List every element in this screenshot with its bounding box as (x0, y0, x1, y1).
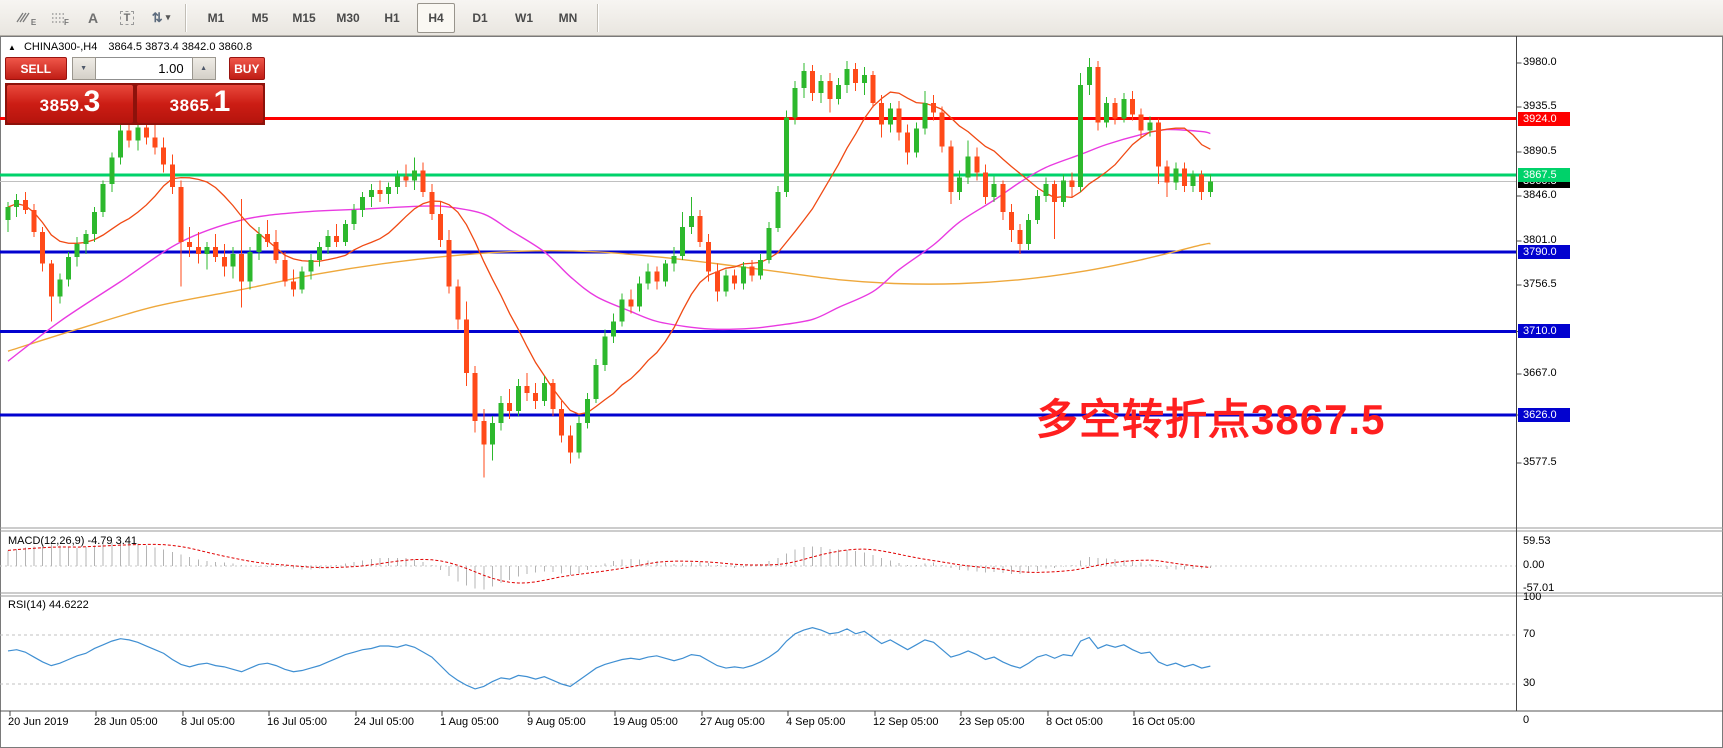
tf-mn-button[interactable]: MN (558, 10, 578, 25)
spin-down-icon: ▼ (80, 65, 88, 72)
time-label: 8 Oct 05:00 (1046, 716, 1103, 728)
time-label: 16 Oct 05:00 (1132, 716, 1195, 728)
symbol-name: CHINA300-,H4 (23, 41, 98, 53)
price-tick: 3846.0 (1523, 189, 1557, 202)
sort-arrows-icon: ⇅ (151, 9, 163, 25)
buy-price-dot: . (209, 98, 214, 115)
sell-price-dot: . (79, 98, 84, 115)
time-label: 4 Sep 05:00 (786, 716, 846, 728)
price-tick: 3756.5 (1523, 278, 1557, 291)
hatch-pattern-icon (16, 12, 30, 22)
sell-price-pip: 3 (83, 85, 101, 118)
tf-h4-button[interactable]: H4 (417, 2, 455, 33)
chart-window (0, 36, 1723, 748)
tf-w1-button[interactable]: W1 (515, 10, 533, 25)
sell-button[interactable]: SELL (5, 57, 67, 80)
volume-increase-button[interactable]: ▲ (191, 57, 216, 80)
price-tick: 3667.0 (1523, 367, 1557, 380)
price-line-label: 3924.0 (1518, 111, 1570, 126)
tf-h1-button[interactable]: H1 (384, 10, 400, 25)
spin-up-icon: ▲ (200, 65, 208, 72)
time-label: 23 Sep 05:00 (959, 716, 1025, 728)
price-lines (0, 117, 1517, 417)
one-click-trade-panel: SELL ▼ ▲ BUY 3859.3 3865.1 (5, 57, 265, 125)
collapse-icon[interactable]: ▲ (8, 43, 16, 52)
rsi-tick: 30 (1523, 677, 1536, 689)
time-label: 9 Aug 05:00 (527, 716, 586, 728)
time-label: 1 Aug 05:00 (440, 716, 499, 728)
ohlc-values: 3864.5 3873.4 3842.0 3860.8 (108, 41, 253, 53)
toolbar-separator (597, 3, 599, 32)
volume-input[interactable] (95, 57, 192, 80)
time-label: 28 Jun 05:00 (94, 716, 158, 728)
buy-price-pip: 1 (213, 85, 231, 118)
rsi-tick: 0 (1523, 713, 1530, 726)
sell-price-button[interactable]: 3859. 3 (7, 85, 133, 123)
macd-tick: -57.01 (1523, 582, 1555, 595)
symbol-info-bar: ▲ CHINA300-,H4 3864.5 3873.4 3842.0 3860… (8, 41, 252, 53)
time-label: 8 Jul 05:00 (181, 716, 235, 728)
macd-panel (0, 541, 1516, 590)
price-tick: 3890.5 (1523, 144, 1557, 157)
text-label-button[interactable]: T (113, 3, 141, 33)
macd-tick: 59.53 (1523, 534, 1551, 547)
macd-label: MACD(12,26,9) -4.79 3.41 (8, 535, 138, 547)
price-buttons-row: 3859. 3 3865. 1 (5, 83, 265, 125)
annotation-text[interactable]: 多空转折点3867.5 (1036, 396, 1386, 443)
text-annotation-button[interactable]: A (79, 3, 107, 33)
rsi-tick: 100 (1523, 591, 1542, 604)
candles (5, 58, 1213, 478)
price-tick: 3935.5 (1523, 100, 1557, 113)
buy-button[interactable]: BUY (228, 57, 265, 80)
time-label: 24 Jul 05:00 (354, 716, 414, 728)
chevron-down-icon: ▾ (165, 12, 171, 22)
axes (0, 36, 1723, 716)
toolbar: E F A T ⇅ ▾ M1 M5 M15 M30 H1 H4 D1 W1 MN (0, 0, 1723, 36)
tf-m1-button[interactable]: M1 (207, 10, 225, 25)
rsi-panel (0, 627, 1516, 690)
macd-tick: 0.00 (1523, 559, 1545, 571)
tf-m15-button[interactable]: M15 (292, 10, 316, 25)
price-tick: 3801.0 (1523, 233, 1557, 246)
tf-d1-button[interactable]: D1 (472, 10, 488, 25)
rsi-tick: 70 (1523, 628, 1536, 640)
price-tick: 3980.0 (1523, 56, 1557, 68)
boxed-t-icon: T (119, 10, 135, 25)
price-line-label: 3626.0 (1518, 407, 1570, 422)
toolbar-separator (185, 3, 187, 32)
indicator-templates-button[interactable]: E (11, 3, 39, 33)
price-line-label: 3710.0 (1518, 324, 1570, 339)
price-line-label: 3790.0 (1518, 244, 1570, 259)
grid-settings-button[interactable]: F (45, 3, 73, 33)
objects-dropdown-button[interactable]: ⇅ ▾ (147, 3, 175, 33)
letter-a-icon: A (87, 9, 99, 26)
tf-m5-button[interactable]: M5 (251, 10, 269, 25)
time-label: 20 Jun 2019 (8, 716, 69, 728)
rsi-label: RSI(14) 44.6222 (8, 599, 89, 611)
sell-price-base: 3859 (39, 96, 80, 115)
time-label: 19 Aug 05:00 (613, 716, 678, 728)
time-label: 12 Sep 05:00 (873, 716, 939, 728)
tf-m30-button[interactable]: M30 (336, 10, 360, 25)
volume-decrease-button[interactable]: ▼ (71, 57, 96, 80)
price-line-label: 3867.5 (1518, 167, 1570, 182)
buy-price-button[interactable]: 3865. 1 (137, 85, 263, 123)
moving-averages (7, 91, 1211, 415)
time-label: 27 Aug 05:00 (700, 716, 765, 728)
icon-sub-label: E (30, 18, 37, 27)
icon-sub-label: F (64, 18, 69, 27)
time-label: 16 Jul 05:00 (267, 716, 327, 728)
buy-price-base: 3865 (169, 96, 210, 115)
price-tick: 3577.5 (1523, 456, 1557, 468)
